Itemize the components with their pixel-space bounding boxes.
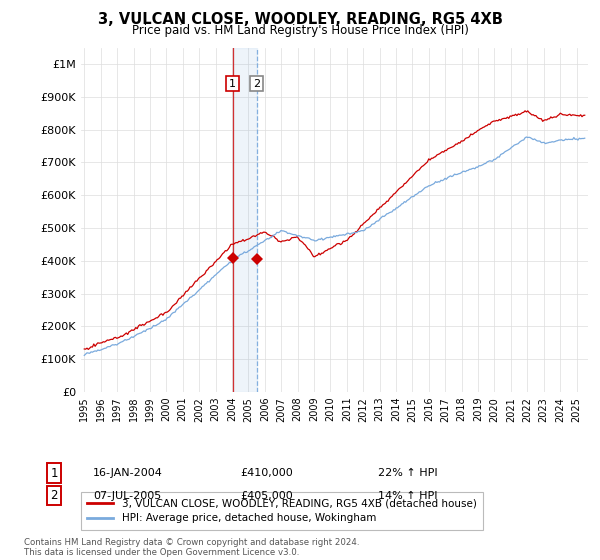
Text: Contains HM Land Registry data © Crown copyright and database right 2024.
This d: Contains HM Land Registry data © Crown c… [24,538,359,557]
Text: 07-JUL-2005: 07-JUL-2005 [93,491,161,501]
Text: £410,000: £410,000 [240,468,293,478]
Text: 22% ↑ HPI: 22% ↑ HPI [378,468,437,478]
Text: 16-JAN-2004: 16-JAN-2004 [93,468,163,478]
Text: £405,000: £405,000 [240,491,293,501]
Text: Price paid vs. HM Land Registry's House Price Index (HPI): Price paid vs. HM Land Registry's House … [131,24,469,36]
Text: 1: 1 [50,466,58,480]
Text: 2: 2 [253,79,260,88]
Text: 2: 2 [50,489,58,502]
Bar [233,48,257,392]
Text: 14% ↑ HPI: 14% ↑ HPI [378,491,437,501]
Text: 3, VULCAN CLOSE, WOODLEY, READING, RG5 4XB: 3, VULCAN CLOSE, WOODLEY, READING, RG5 4… [98,12,502,27]
Text: 1: 1 [229,79,236,88]
Legend: 3, VULCAN CLOSE, WOODLEY, READING, RG5 4XB (detached house), HPI: Average price,: 3, VULCAN CLOSE, WOODLEY, READING, RG5 4… [81,492,483,530]
